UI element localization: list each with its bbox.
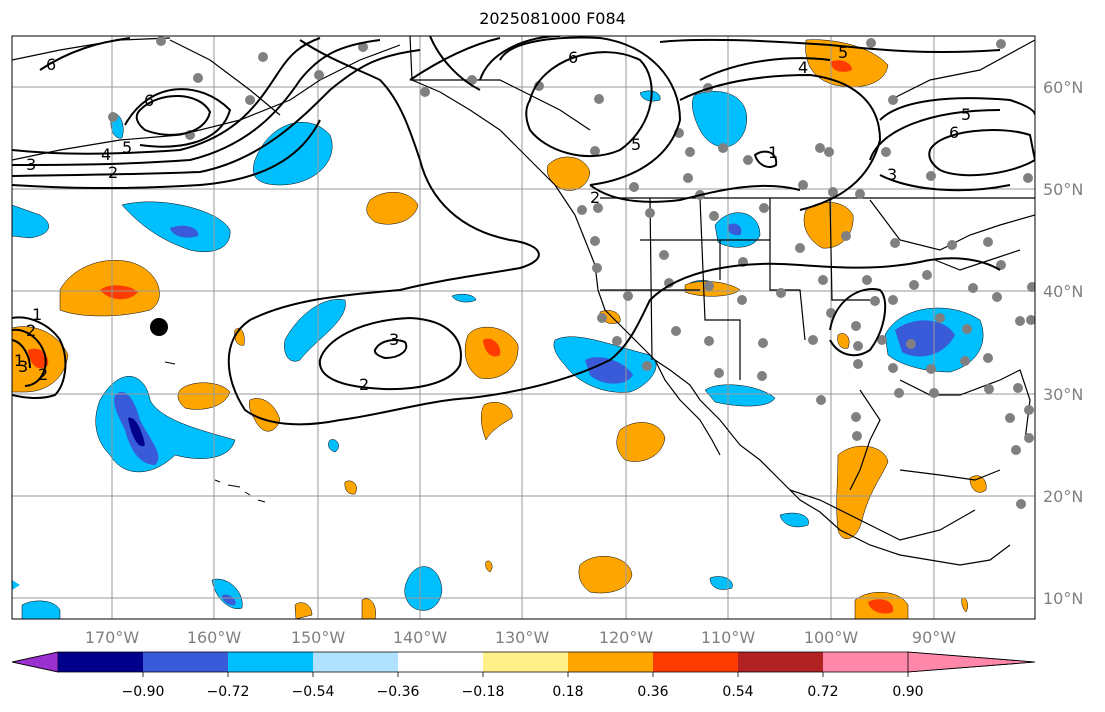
contour-label: 2 [590,188,600,207]
contour-label: 5 [122,138,132,157]
colorbar-swatch [823,652,908,672]
colorbar-tick-label: 0.54 [722,684,753,700]
lat-label: 30°N [1043,385,1083,404]
contour-label: 4 [101,145,111,164]
longitude-labels: 170°W 160°W 150°W 140°W 130°W 120°W 110°… [85,628,956,647]
contour-label: 2 [359,375,369,394]
map-frame [11,35,1036,620]
contour-label: 2 [38,365,48,384]
lat-label: 60°N [1043,78,1083,97]
lat-label: 20°N [1043,487,1083,506]
lon-label: 140°W [393,628,448,647]
colorbar-tick-label: 0.72 [807,684,838,700]
positive-anomaly-areas [12,39,987,619]
lon-label: 170°W [85,628,140,647]
colorbar-tick-label: −0.90 [122,684,165,700]
colorbar-tick-label: 0.90 [892,684,923,700]
colorbar-swatch [568,652,653,672]
latitude-labels: 60°N 50°N 40°N 30°N 20°N 10°N [1043,78,1083,608]
contour-label: 3 [18,357,28,376]
lon-label: 110°W [701,628,756,647]
contour-label: 3 [26,155,36,174]
contour-label: 6 [144,91,154,110]
colorbar-swatch [907,651,1036,673]
contour-label: 3 [887,165,897,184]
map-panel: 6 6 5 4 3 2 6 5 2 4 5 6 5 3 1 1 2 3 2 1 … [12,36,1035,619]
contour-label: 1 [32,305,42,324]
reference-point-marker [150,318,168,336]
lon-label: 100°W [804,628,859,647]
lon-label: 130°W [495,628,550,647]
colorbar-swatch [228,652,313,672]
contour-label: 5 [838,43,848,62]
colorbar-tick-label: −0.18 [462,684,505,700]
contour-label: 1 [768,143,778,162]
colorbar-swatch [11,651,59,673]
map-title: 2025081000 F084 [479,9,626,28]
contour-label: 3 [389,330,399,349]
contour-label: 6 [568,48,578,67]
islands [164,361,266,503]
contour-label: 2 [26,321,36,340]
lat-label: 40°N [1043,282,1083,301]
contour-label: 6 [949,123,959,142]
colorbar-swatch [653,652,738,672]
contour-label: 5 [961,105,971,124]
contour-label-group: 6 6 5 4 3 2 6 5 2 4 5 6 5 3 1 1 2 3 2 1 … [14,43,971,394]
contour-label: 2 [108,163,118,182]
colorbar-swatch [738,652,823,672]
colorbar-tick-label: 0.18 [552,684,583,700]
colorbar-tick-label: −0.36 [377,684,420,700]
colorbar: −0.90 −0.72 −0.54 −0.36 −0.18 0.18 0.36 … [11,651,1036,700]
colorbar-swatch [313,652,398,672]
colorbar-tick-label: 0.36 [637,684,668,700]
contour-label: 6 [46,55,56,74]
lat-label: 10°N [1043,589,1083,608]
contour-label: 5 [631,135,641,154]
negative-anomaly-areas [12,90,984,619]
colorbar-swatch [143,652,228,672]
colorbar-swatch [398,652,483,672]
colorbar-swatch [483,652,568,672]
lon-label: 90°W [912,628,956,647]
station-markers [108,36,1035,509]
lon-label: 120°W [599,628,654,647]
colorbar-tick-label: −0.54 [292,684,335,700]
contour-label: 4 [798,58,808,77]
contour-lines [12,36,1035,426]
lon-label: 160°W [187,628,242,647]
contour-label: 1 [14,351,24,370]
colorbar-swatch [58,652,143,672]
lon-label: 150°W [291,628,346,647]
lat-label: 50°N [1043,180,1083,199]
colorbar-tick-label: −0.72 [207,684,250,700]
